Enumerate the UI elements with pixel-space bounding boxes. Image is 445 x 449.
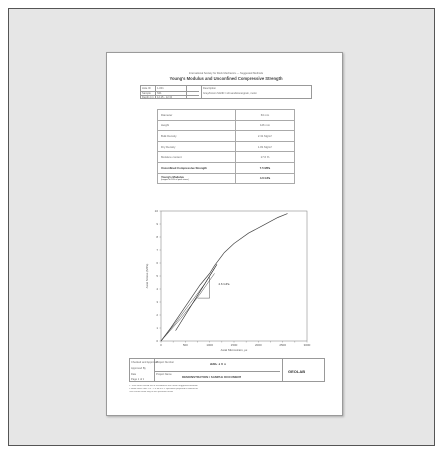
results-label: Unconfined Compressive Strength: [157, 161, 236, 174]
sample-value: S01: [157, 91, 162, 95]
stress-strain-chart: 0 500 1000 1500 2000 2500 3000 0 1 2 3 4 5 6 7 8 9 10 Axia…: [145, 209, 311, 352]
x-tick-label: 1000: [206, 343, 213, 347]
footer-project-name: DEMONSTRATION / SAMPLE DOCUMENT: [182, 376, 242, 379]
description-value: Grey/brown SAND / silt sandstone/grain, …: [203, 91, 257, 95]
results-label: Young's Modulus (tangent at 50% of peak s…: [157, 172, 236, 185]
x-tick-label: 2000: [255, 343, 262, 347]
footer-checked: Checked and Approved: [131, 361, 158, 364]
footer-note-3: Test results relate only to the specimen…: [129, 391, 174, 393]
footer-project-number: ABC 1 0 1: [210, 363, 226, 366]
description-label: Description: [203, 87, 216, 90]
results-row: Height 126 mm: [157, 119, 295, 132]
results-value: 4.6 GPa: [235, 172, 295, 185]
y-tick-label: 5: [156, 274, 158, 278]
image-viewer-frame: International Society for Rock Mechanics…: [8, 8, 435, 446]
y-tick-label: 9: [156, 222, 158, 226]
tangent-line: [175, 264, 218, 331]
depth-label: Depth (m): [142, 96, 154, 99]
y-tick-label: 6: [156, 261, 158, 265]
footer-approved: Approved By: [131, 367, 146, 370]
y-tick-label: 7: [156, 248, 158, 252]
hole-value: 1-001: [157, 87, 164, 90]
sample-label: Sample: [142, 91, 151, 95]
results-value: 126 mm: [235, 119, 295, 132]
x-tick-label: 2500: [279, 343, 286, 347]
y-tick-label: 0: [156, 339, 158, 343]
results-table: Diameter 63 mm Height 126 mm Bulk Density 2.3…: [157, 109, 295, 185]
results-value: 63 mm: [235, 109, 295, 121]
company-logo: GEOLAB: [288, 369, 306, 374]
results-label: Dry Density: [157, 140, 236, 153]
y-tick-label: 1: [156, 326, 158, 330]
results-row: Diameter 63 mm: [157, 109, 295, 121]
modulus-annotation: 4.6 GPa: [218, 282, 229, 286]
y-tick-label: 10: [155, 209, 159, 213]
document-title: Young's Modulus and Unconfined Compressi…: [169, 76, 283, 81]
footer-date: Date: [131, 373, 137, 376]
y-axis-label: Axial Stress (MPa): [145, 264, 149, 289]
results-label: Moisture content: [157, 151, 236, 163]
depth-value: 12.15 - 12.30: [157, 96, 173, 99]
results-value: 17.6 %: [235, 151, 295, 163]
footer-project-number-label: Project Number: [156, 361, 175, 364]
document-footer: Checked and Approved Approved By Date Pa…: [129, 358, 325, 382]
results-row: Young's Modulus (tangent at 50% of peak s…: [157, 172, 295, 185]
x-tick-label: 1500: [231, 343, 238, 347]
results-label: Height: [157, 119, 236, 132]
x-tick-label: 500: [183, 343, 188, 347]
results-value: 2.31 Mg/m³: [235, 130, 295, 142]
results-value: 1.81 Mg/m³: [235, 140, 295, 153]
y-tick-label: 4: [156, 287, 158, 291]
footer-project-name-label: Project Name: [156, 373, 172, 376]
slope-triangle: [197, 277, 210, 299]
y-tick-label: 2: [156, 313, 158, 317]
results-row: Unconfined Compressive Strength 7.5 MPa: [157, 161, 295, 174]
results-label: Diameter: [157, 109, 236, 121]
plot-area: [160, 210, 308, 342]
sample-info-table: Hole ID 1-001 Sample S01 Depth (m) 12.15…: [140, 85, 312, 99]
hole-label: Hole ID: [142, 87, 151, 90]
results-row: Bulk Density 2.31 Mg/m³: [157, 130, 295, 142]
results-label: Bulk Density: [157, 130, 236, 142]
x-tick-label: 3000: [304, 343, 311, 347]
footer-note-1: 1. Tests were carried out in accordance …: [129, 385, 198, 387]
results-sublabel: (tangent at 50% of peak stress): [161, 179, 189, 182]
x-tick-label: 0: [160, 343, 162, 347]
footer-page: Page 1 of 1: [131, 378, 145, 381]
results-row: Moisture content 17.6 %: [157, 151, 295, 163]
document-page: International Society for Rock Mechanics…: [106, 52, 343, 416]
results-value: 7.5 MPa: [235, 161, 295, 174]
footer-note-2: 2. Axial stress rate: 0.5 - 1.0 MPa/s 3.…: [129, 388, 199, 390]
y-tick-label: 8: [156, 235, 158, 239]
y-tick-label: 3: [156, 300, 158, 304]
document-header-line: International Society for Rock Mechanics…: [188, 72, 264, 75]
stress-strain-series-3: [160, 273, 215, 342]
x-axis-label: Axial Microstrain, με: [221, 348, 248, 352]
results-row: Dry Density 1.81 Mg/m³: [157, 140, 295, 153]
stress-strain-series-1: [160, 213, 288, 342]
